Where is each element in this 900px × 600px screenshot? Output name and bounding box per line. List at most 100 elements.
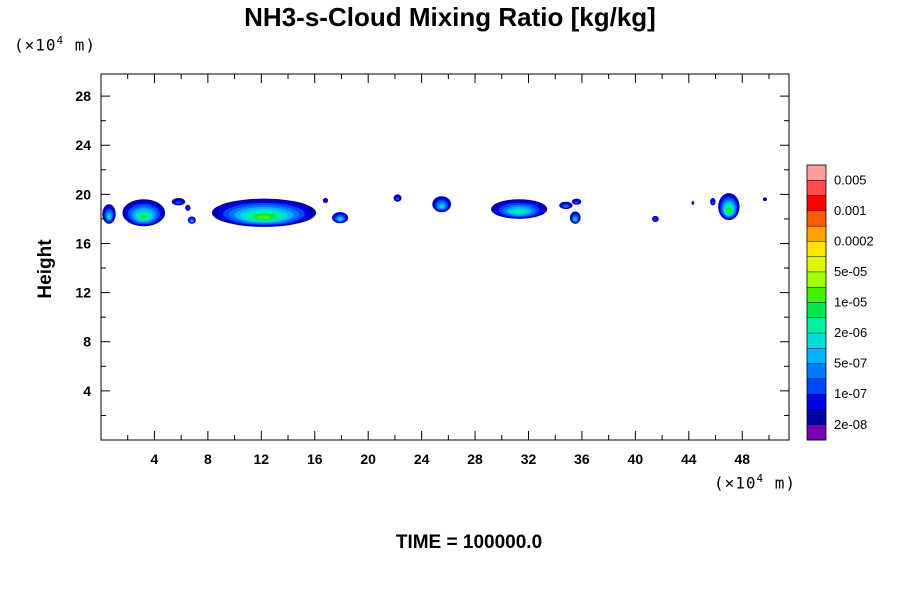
cloud-contour (186, 206, 190, 211)
cloud-contour (574, 218, 577, 221)
y-tick-label: 4 (83, 383, 91, 399)
colorbar-swatch (807, 180, 826, 197)
cloud-patch (211, 198, 317, 227)
y-unit-prefix: (×10 (14, 35, 57, 55)
cloud-contour (692, 202, 694, 205)
x-tick-label: 12 (254, 451, 270, 467)
y-axis-unit: (×104 m) (14, 34, 96, 54)
x-tick-label: 48 (734, 451, 750, 467)
cloud-patch (652, 215, 659, 222)
x-tick-label: 44 (681, 451, 697, 467)
plot-frame (100, 73, 790, 441)
colorbar-swatch (807, 348, 826, 365)
y-tick-label: 20 (75, 186, 91, 202)
cloud-contour (140, 214, 147, 219)
colorbar-swatch (807, 424, 826, 441)
colorbar-swatch (807, 256, 826, 273)
colorbar-swatch (807, 195, 826, 212)
cloud-patch (432, 196, 452, 213)
cloud-patch (393, 194, 402, 202)
cloud-contour (190, 220, 193, 223)
cloud-contour (107, 214, 111, 219)
colorbar-label: 2e-06 (834, 325, 867, 340)
cloud-contour (574, 201, 579, 204)
x-axis: 4 8 12 16 20 24 28 32 36 40 44 48 (127, 74, 770, 467)
time-label: TIME = 100000.0 (0, 532, 900, 554)
cloud-contour (711, 201, 714, 204)
cloud-contour (338, 218, 342, 221)
cloud-patch (762, 197, 767, 202)
cloud-contour (175, 201, 181, 204)
colorbar-label: 5e-07 (834, 356, 867, 371)
x-tick-label: 40 (628, 451, 644, 467)
colorbar-swatch (807, 333, 826, 349)
y-unit-suffix: m) (64, 35, 97, 55)
cloud-patch (122, 199, 166, 227)
y-tick-label: 28 (75, 88, 91, 104)
colorbar-swatch (807, 317, 826, 334)
cloud-patch (559, 201, 573, 210)
cloud-layer (102, 193, 767, 227)
x-tick-label: 36 (574, 451, 590, 467)
x-tick-label: 16 (307, 451, 323, 467)
x-tick-label: 20 (360, 451, 376, 467)
x-unit-suffix: m) (764, 473, 797, 493)
cloud-patch (322, 198, 329, 203)
cloud-contour (396, 197, 400, 201)
y-unit-exponent: 4 (56, 34, 65, 47)
time-value: 100000.0 (462, 532, 543, 553)
colorbar-swatch (807, 165, 826, 181)
cloud-contour (563, 205, 568, 208)
colorbar-swatch (807, 363, 826, 380)
colorbar-label: 0.0002 (834, 233, 874, 248)
colorbar-swatch (807, 394, 826, 410)
cloud-contour (257, 215, 271, 220)
colorbar-swatch (807, 378, 826, 395)
x-tick-label: 28 (467, 451, 483, 467)
cloud-contour (654, 218, 657, 221)
colorbar-swatch (807, 210, 826, 227)
cloud-patch (691, 201, 695, 205)
colorbar-swatch (807, 241, 826, 258)
cloud-patch (491, 199, 548, 219)
cloud-patch (185, 204, 191, 211)
x-tick-label: 32 (521, 451, 537, 467)
cloud-patch (569, 211, 581, 224)
x-tick-label: 4 (151, 451, 159, 467)
colorbar-swatch (807, 287, 826, 303)
y-tick-label: 24 (75, 137, 91, 153)
time-equals: = (441, 532, 463, 553)
colorbar: 0.005 0.001 0.0002 5e-05 1e-05 2e-06 5e-07 1e-0… (806, 164, 874, 441)
y-axis: 4 8 12 16 20 24 28 (75, 88, 789, 416)
chart-title: NH3-s-Cloud Mixing Ratio [kg/kg] (244, 2, 656, 32)
y-tick-label: 16 (75, 235, 91, 251)
x-tick-label: 8 (204, 451, 212, 467)
cloud-contour (439, 204, 444, 209)
colorbar-label: 1e-05 (834, 295, 867, 310)
colorbar-label: 1e-07 (834, 386, 867, 401)
cloud-contour (763, 198, 767, 201)
cloud-patch (571, 198, 582, 205)
x-tick-label: 24 (414, 451, 430, 467)
colorbar-swatch (807, 271, 826, 288)
colorbar-swatch (807, 226, 826, 242)
x-unit-prefix: (×10 (714, 473, 757, 493)
cloud-patch (332, 212, 349, 224)
colorbar-label: 2e-08 (834, 417, 867, 432)
cloud-contour (727, 209, 731, 213)
colorbar-label: 0.001 (834, 203, 867, 218)
cloud-patch (710, 198, 716, 206)
colorbar-swatch (807, 302, 826, 319)
y-tick-label: 12 (75, 285, 91, 301)
cloud-patch (171, 198, 186, 206)
cloud-contour (514, 210, 524, 214)
colorbar-label: 0.005 (834, 172, 867, 187)
colorbar-label: 5e-05 (834, 264, 867, 279)
cloud-contour (323, 199, 327, 203)
cloud-patch (187, 216, 196, 224)
x-unit-exponent: 4 (756, 472, 765, 485)
y-tick-label: 8 (83, 334, 91, 350)
cloud-patch (102, 204, 116, 224)
time-label-text: TIME (395, 532, 442, 553)
